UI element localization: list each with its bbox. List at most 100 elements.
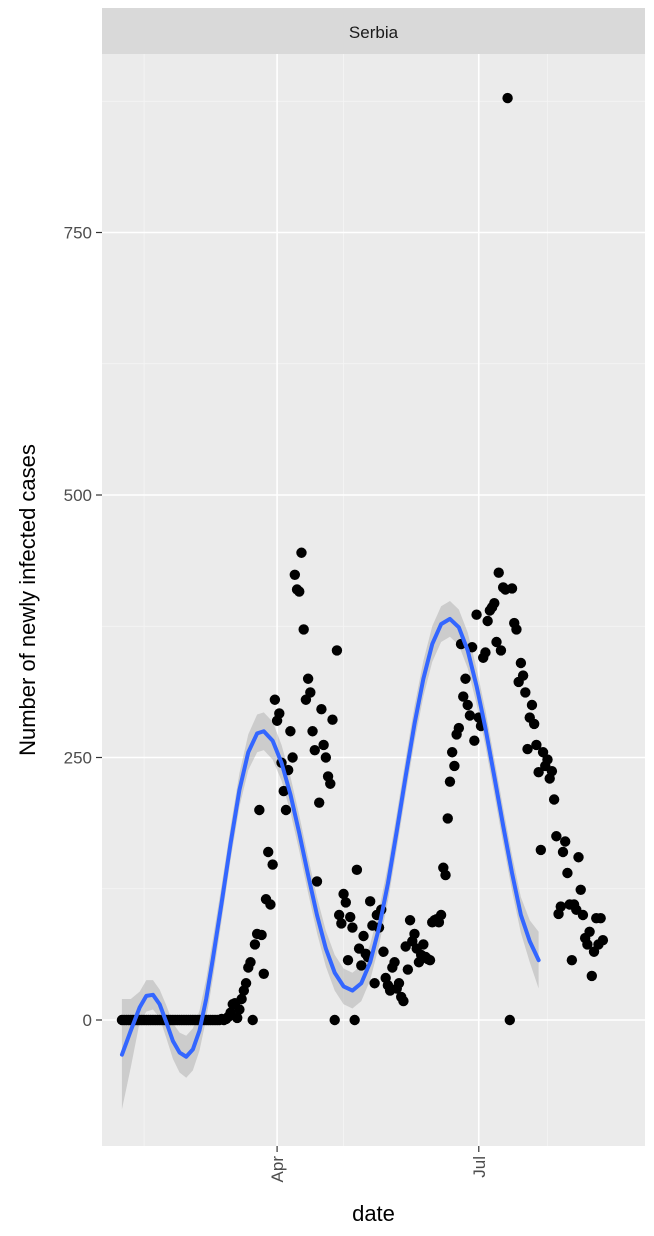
data-point xyxy=(318,739,329,751)
data-point xyxy=(232,1012,243,1024)
data-point xyxy=(280,804,292,816)
data-point xyxy=(296,547,307,558)
x-axis-title: date xyxy=(352,1201,395,1226)
data-point xyxy=(265,899,276,910)
y-tick-label: 250 xyxy=(64,749,92,768)
data-point xyxy=(320,752,332,763)
data-point xyxy=(502,92,513,104)
data-point xyxy=(442,813,453,824)
data-point xyxy=(236,993,247,1005)
data-point xyxy=(358,930,369,942)
data-point xyxy=(289,569,301,580)
data-point xyxy=(573,852,584,863)
data-point xyxy=(267,859,278,870)
data-point xyxy=(489,597,500,609)
y-tick-label: 500 xyxy=(64,486,92,505)
data-point xyxy=(595,912,606,924)
data-point xyxy=(528,718,540,730)
data-point xyxy=(458,691,469,702)
points-layer xyxy=(116,92,609,1026)
data-point xyxy=(562,867,573,879)
data-point xyxy=(586,970,598,982)
data-point xyxy=(520,687,531,698)
data-point xyxy=(435,909,447,921)
data-point xyxy=(314,797,325,808)
data-point xyxy=(462,699,473,711)
data-point xyxy=(495,645,507,656)
data-point xyxy=(582,939,593,950)
data-point xyxy=(493,567,504,578)
data-point xyxy=(482,615,493,627)
data-point xyxy=(404,915,416,926)
data-point xyxy=(444,776,456,787)
data-point xyxy=(449,760,460,772)
data-point xyxy=(533,767,544,778)
data-point xyxy=(333,909,345,921)
data-point xyxy=(542,754,553,765)
data-point xyxy=(409,928,420,940)
data-point xyxy=(345,911,356,923)
data-point xyxy=(480,647,491,658)
data-point xyxy=(234,1004,245,1015)
data-point xyxy=(351,864,363,876)
y-tick-label: 0 xyxy=(83,1011,92,1030)
smooth-line-layer xyxy=(119,616,541,1059)
facet-strip-label: Serbia xyxy=(349,23,399,42)
data-point xyxy=(240,978,252,989)
data-point xyxy=(269,694,281,705)
data-point xyxy=(515,657,527,669)
data-point xyxy=(440,869,451,881)
facet-strip xyxy=(102,8,645,54)
data-point xyxy=(522,743,533,755)
data-point xyxy=(256,929,267,941)
data-point xyxy=(298,624,309,635)
data-point xyxy=(263,846,274,858)
data-point xyxy=(597,935,609,946)
data-point xyxy=(249,939,261,950)
data-point xyxy=(531,739,542,751)
data-point xyxy=(393,978,405,989)
data-point xyxy=(418,939,429,950)
data-point xyxy=(307,726,318,737)
data-point xyxy=(349,1014,360,1026)
data-point xyxy=(247,1014,258,1026)
data-point xyxy=(254,804,265,816)
x-tick-label: Jul xyxy=(470,1156,489,1178)
data-point xyxy=(369,978,380,989)
data-point xyxy=(302,673,314,684)
data-point xyxy=(364,896,376,907)
data-point xyxy=(506,583,518,594)
data-point xyxy=(469,735,480,746)
data-point xyxy=(316,704,327,715)
data-point xyxy=(278,785,289,797)
axes: 0 250 500 750 Apr Jul xyxy=(64,224,489,1183)
data-point xyxy=(389,957,400,968)
data-point xyxy=(342,954,354,966)
data-point xyxy=(294,586,305,597)
data-point xyxy=(491,636,502,648)
data-point xyxy=(548,794,560,805)
data-point xyxy=(453,722,465,734)
data-point xyxy=(287,752,298,763)
data-point xyxy=(566,954,578,966)
data-point xyxy=(398,995,409,1007)
data-point xyxy=(584,926,595,937)
data-point xyxy=(347,922,358,933)
data-point xyxy=(511,624,522,635)
data-point xyxy=(504,1014,515,1026)
data-point xyxy=(305,687,316,698)
data-point xyxy=(329,1014,340,1026)
data-point xyxy=(331,645,343,656)
data-point xyxy=(245,957,256,968)
data-point xyxy=(336,918,347,929)
data-point xyxy=(557,846,569,858)
data-point xyxy=(535,844,547,856)
data-point xyxy=(560,836,571,847)
data-point xyxy=(424,954,436,966)
data-point xyxy=(464,710,476,721)
data-point xyxy=(471,609,482,620)
data-point xyxy=(258,968,269,979)
data-point xyxy=(285,726,296,737)
data-point xyxy=(517,670,529,681)
